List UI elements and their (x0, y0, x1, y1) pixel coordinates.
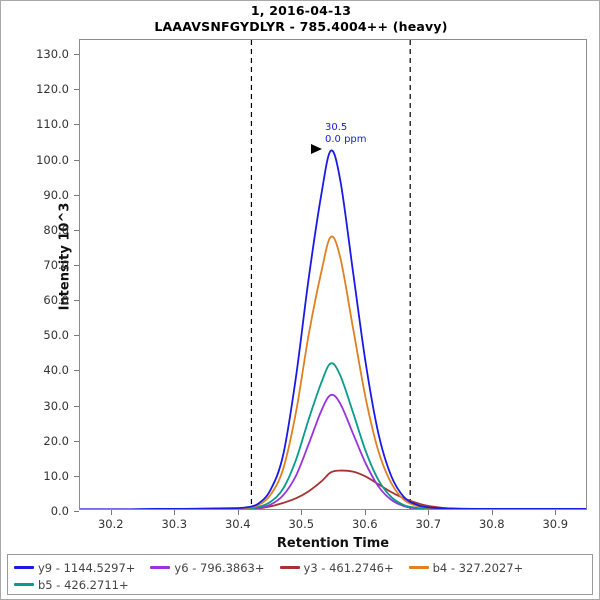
legend-color-swatch (279, 566, 300, 569)
x-axis-tick-mark (491, 510, 493, 515)
x-axis-title: Retention Time (276, 536, 390, 551)
y-axis: Intensity 10^3 0.0 10.0 20.0 30.0 40.0 50.0 60… (1, 39, 79, 518)
legend-color-swatch (14, 583, 34, 586)
chromatogram-trace (236, 469, 500, 509)
integration-boundary-lines (250, 40, 411, 509)
chromatogram-traces (80, 149, 586, 509)
y-axis-tick-mark (74, 194, 79, 196)
y-axis-tick-label: 70.0 (43, 257, 69, 272)
y-axis-tick-mark (74, 335, 79, 337)
legend-item[interactable]: b4 - 327.2027+ (408, 560, 524, 575)
x-axis-tick-label: 30.3 (161, 517, 188, 531)
legend-item-label: y3 - 461.2746+ (303, 560, 394, 575)
x-axis-tick-mark (428, 510, 430, 515)
y-axis-tick-label: 120.0 (36, 82, 69, 97)
chromatogram-trace (80, 149, 586, 509)
peak-annotation: 30.5 0.0 ppm (325, 122, 367, 145)
y-axis-tick-mark (74, 229, 79, 231)
y-axis-tick-label: 20.0 (43, 433, 69, 448)
legend-item[interactable]: y3 - 461.2746+ (279, 560, 394, 575)
chromatogram-trace (160, 393, 501, 509)
plot-area[interactable] (79, 39, 587, 510)
legend-color-swatch (150, 566, 171, 569)
x-axis-tick-label: 30.7 (415, 517, 442, 531)
x-axis-tick-label: 30.5 (288, 517, 315, 531)
y-axis-tick-mark (74, 370, 79, 372)
x-axis-tick-label: 30.2 (97, 517, 124, 531)
y-axis-tick-mark (74, 405, 79, 407)
y-axis-tick-mark (74, 89, 79, 91)
y-axis-tick-mark (74, 264, 79, 266)
title-line-replicate: 1, 2016-04-13 (250, 3, 352, 18)
y-axis-tick-label: 30.0 (43, 398, 69, 413)
legend-item[interactable]: y9 - 1144.5297+ (14, 561, 135, 575)
legend[interactable]: y9 - 1144.5297+ y6 - 796.3863+ y3 - 461.27… (7, 554, 593, 595)
title-line-peptide: LAAAVSNFGYDLYR - 785.4004++ (heavy) (154, 19, 448, 34)
y-axis-tick-label: 40.0 (43, 363, 69, 378)
legend-color-swatch (408, 566, 429, 569)
x-axis-tick-mark (364, 510, 366, 515)
page-title: 1, 2016-04-13 LAAAVSNFGYDLYR - 785.4004+… (1, 3, 600, 35)
y-axis-tick-label: 80.0 (43, 222, 69, 237)
y-axis-tick-label: 100.0 (36, 152, 69, 167)
legend-item-label: y6 - 796.3863+ (174, 560, 265, 575)
y-axis-tick-label: 90.0 (43, 187, 69, 202)
legend-item[interactable]: y6 - 796.3863+ (150, 560, 265, 575)
legend-row: y9 - 1144.5297+ y6 - 796.3863+ y3 - 461.27… (14, 559, 586, 576)
y-axis-tick-label: 110.0 (36, 117, 69, 132)
peak-apex-arrow-icon (311, 144, 322, 154)
y-axis-tick-mark (74, 124, 79, 126)
y-axis-tick-mark (74, 511, 79, 512)
x-axis-tick-mark (174, 510, 176, 515)
chromatogram-plot[interactable] (80, 40, 587, 510)
y-axis-tick-label: 60.0 (43, 293, 69, 308)
y-axis-tick-label: 10.0 (43, 468, 69, 483)
legend-color-swatch (14, 566, 34, 569)
legend-item[interactable]: b5 - 426.2711+ (14, 578, 129, 592)
y-axis-tick-mark (74, 54, 79, 56)
x-axis-tick-label: 30.8 (478, 517, 505, 531)
x-axis-tick-mark (301, 510, 303, 515)
y-axis-tick-label: 0.0 (50, 504, 69, 518)
x-axis: Retention Time 30.2 30.3 30.4 30.5 30.6 30.7 3… (79, 510, 587, 554)
x-axis-tick-label: 30.4 (224, 517, 251, 531)
peak-annotation-rt: 30.5 (325, 122, 348, 133)
legend-row: b5 - 426.2711+ (14, 576, 586, 593)
x-axis-tick-mark (237, 510, 239, 515)
y-axis-tick-label: 50.0 (43, 328, 69, 343)
chromatogram-trace (80, 235, 586, 509)
y-axis-tick-mark (74, 159, 79, 161)
y-axis-tick-mark (74, 440, 79, 442)
x-axis-tick-mark (110, 510, 112, 515)
legend-item-label: b4 - 327.2027+ (432, 560, 524, 575)
y-axis-tick-mark (74, 300, 79, 302)
y-axis-tick-label: 130.0 (36, 47, 69, 62)
chromatogram-trace (160, 362, 586, 509)
legend-item-label: y9 - 1144.5297+ (38, 560, 136, 575)
legend-item-label: b5 - 426.2711+ (38, 577, 129, 592)
peak-annotation-ppm: 0.0 ppm (325, 133, 367, 145)
y-axis-tick-mark (74, 475, 79, 477)
x-axis-tick-label: 30.9 (542, 517, 569, 531)
x-axis-tick-mark (555, 510, 557, 515)
x-axis-tick-label: 30.6 (351, 517, 378, 531)
